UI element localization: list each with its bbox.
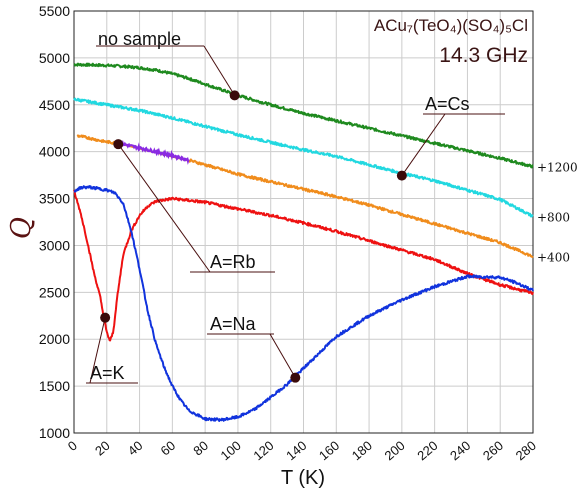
y-tick-label: 2000 (39, 331, 70, 347)
y-tick-label: 4000 (39, 144, 70, 160)
series-line (73, 62, 534, 169)
x-tick-label: 240 (447, 438, 473, 463)
annotation-leader (89, 317, 106, 384)
series-a-rb (76, 134, 534, 258)
annotation-marker (290, 372, 301, 383)
data-series (73, 62, 534, 422)
annotation-a-cs: A=Cs (396, 94, 505, 181)
offset-label: +1200 (537, 161, 578, 175)
x-tick-label: 0 (65, 438, 80, 454)
plot-frame (73, 10, 534, 434)
x-tick-label: 120 (250, 438, 276, 463)
x-tick-label: 20 (92, 438, 113, 459)
y-tick-label: 5000 (39, 50, 70, 66)
series-no-sample (73, 62, 534, 169)
x-tick-label: 140 (283, 438, 309, 463)
annotation-marker (100, 312, 111, 323)
x-tick-label: 80 (190, 438, 211, 459)
y-axis-label: Q (6, 217, 37, 239)
annotation-leader (401, 113, 446, 176)
annotation-label: A=Cs (425, 94, 470, 114)
series-a-cs (73, 97, 534, 218)
series-line-low-temperature (114, 139, 190, 165)
x-tick-label: 220 (414, 438, 440, 463)
x-tick-label: 40 (125, 438, 146, 459)
series-line (73, 189, 534, 342)
y-tick-label: 5500 (39, 3, 70, 19)
annotation-leader (203, 45, 236, 96)
x-tick-label: 100 (218, 438, 244, 463)
series-line (76, 134, 534, 258)
chart-title-compound: ACu₇(TeO₄)(SO₄)₅Cl (374, 16, 528, 35)
offset-label: +800 (537, 210, 570, 224)
y-tick-label: 3000 (39, 237, 70, 253)
annotation-label: A=K (90, 363, 125, 383)
y-tick-label: 4500 (39, 97, 70, 113)
y-tick-label: 1000 (39, 425, 70, 441)
series-a-na (73, 185, 534, 422)
offset-labels: +1200 +800 +400 (537, 161, 578, 265)
offset-label: +400 (537, 251, 570, 265)
x-tick-label: 260 (480, 438, 506, 463)
series-a-k (73, 189, 534, 342)
chart-title-frequency: 14.3 GHz (439, 44, 528, 67)
series-line (73, 97, 534, 218)
series-annotations: no sample A=Cs A=Rb A=K A=Na (86, 29, 505, 384)
x-tick-label: 60 (158, 438, 179, 459)
annotation-leader (117, 143, 211, 273)
y-tick-label: 2500 (39, 284, 70, 300)
x-tick-label: 280 (513, 438, 539, 463)
annotation-marker (113, 139, 124, 150)
y-tick-label: 1500 (39, 378, 70, 394)
annotation-label: A=Rb (210, 252, 256, 272)
x-tick-label: 160 (316, 438, 342, 463)
annotation-leader (269, 333, 296, 378)
y-tick-label: 3500 (39, 191, 70, 207)
annotation-a-na: A=Na (207, 314, 301, 383)
annotation-label: A=Na (210, 314, 257, 334)
annotation-marker (396, 170, 407, 181)
annotation-a-k: A=K (86, 312, 138, 384)
series-line (73, 185, 534, 422)
annotation-no-sample: no sample (96, 29, 240, 101)
annotation-marker (229, 90, 240, 101)
annotation-a-rb: A=Rb (113, 139, 275, 273)
x-tick-label: 180 (349, 438, 375, 463)
x-tick-label: 200 (382, 438, 408, 463)
x-axis-label: T (K) (281, 467, 325, 489)
annotation-label: no sample (98, 29, 181, 49)
